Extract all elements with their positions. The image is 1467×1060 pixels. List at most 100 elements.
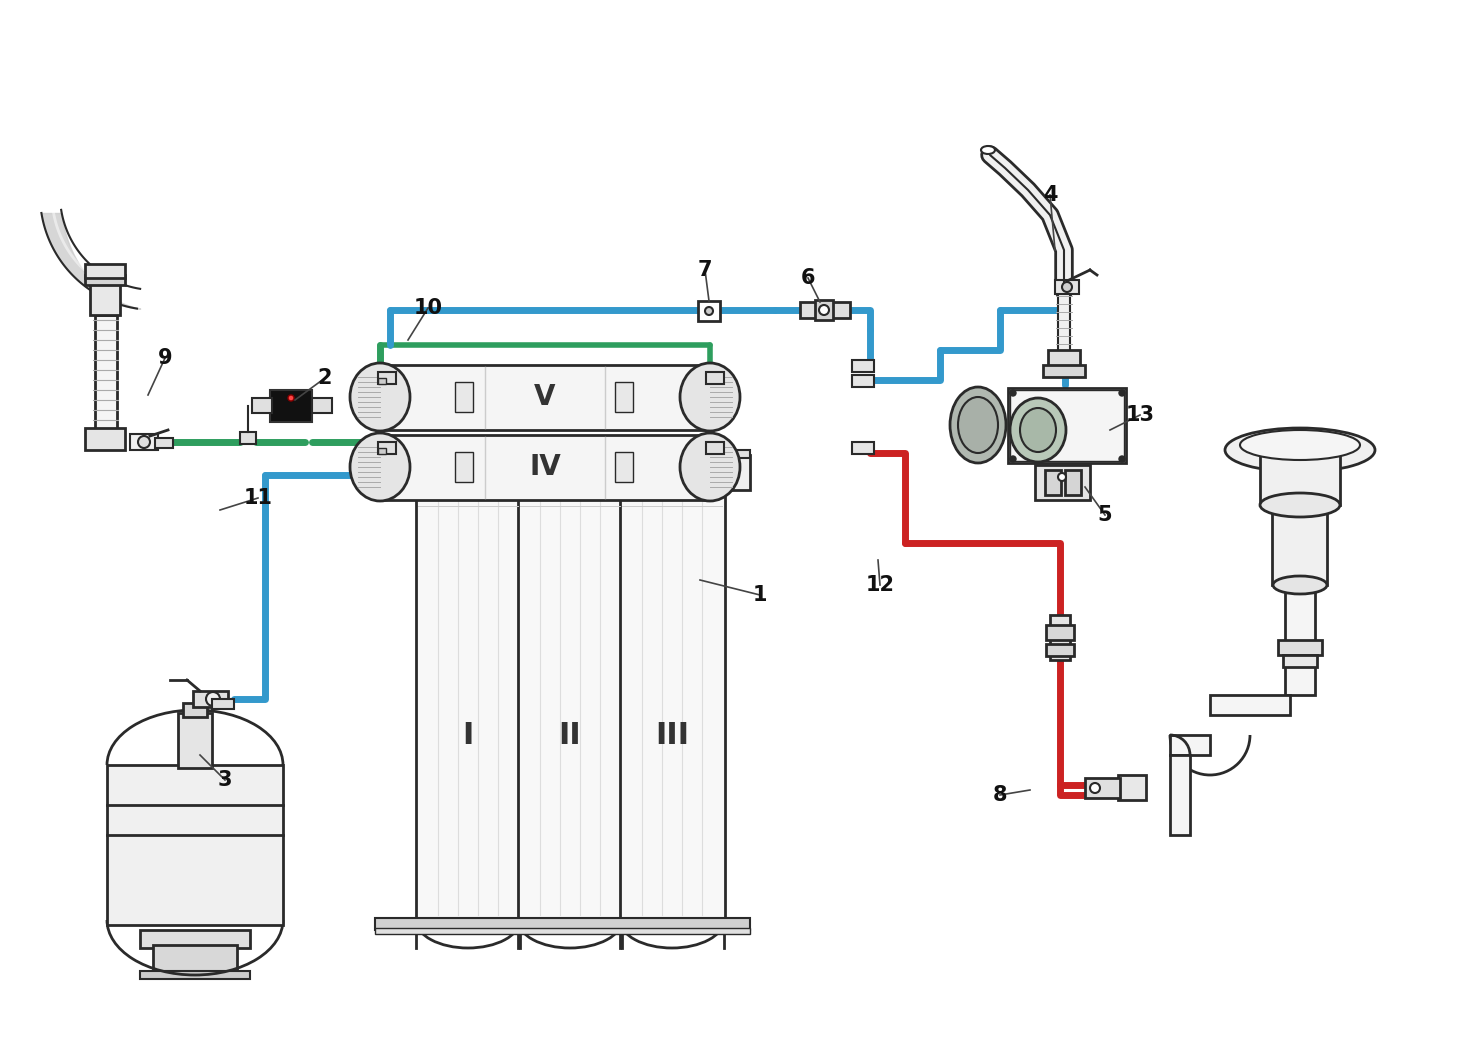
Ellipse shape — [958, 398, 998, 453]
Ellipse shape — [981, 146, 995, 154]
Text: 7: 7 — [698, 260, 713, 280]
Bar — [1285, 585, 1314, 695]
Text: V: V — [534, 383, 556, 411]
Bar — [1118, 775, 1146, 800]
Bar — [615, 382, 632, 412]
Bar — [1009, 390, 1124, 461]
Bar — [194, 691, 227, 707]
Text: 8: 8 — [993, 785, 1008, 805]
Bar — [1036, 465, 1090, 500]
Bar — [800, 302, 849, 318]
Bar — [1043, 365, 1086, 377]
Bar — [376, 918, 750, 930]
Ellipse shape — [351, 432, 409, 501]
Ellipse shape — [951, 387, 1006, 463]
Bar — [378, 442, 396, 454]
Bar — [852, 360, 874, 372]
Ellipse shape — [1225, 428, 1375, 472]
Text: 2: 2 — [318, 368, 332, 388]
Bar — [1284, 655, 1317, 667]
Bar — [412, 465, 525, 490]
Bar — [380, 365, 710, 430]
Circle shape — [1009, 456, 1017, 462]
Ellipse shape — [1240, 430, 1360, 460]
Bar — [511, 455, 629, 467]
Bar — [706, 372, 725, 384]
Bar — [1065, 470, 1081, 495]
Bar — [455, 452, 472, 482]
Bar — [270, 390, 312, 422]
Bar — [1278, 640, 1322, 655]
Bar — [241, 432, 257, 444]
Bar — [615, 452, 632, 482]
Bar — [213, 699, 235, 709]
Text: 12: 12 — [866, 575, 895, 595]
Text: III: III — [654, 721, 689, 749]
Circle shape — [205, 692, 220, 706]
Text: 11: 11 — [244, 488, 273, 508]
Text: 6: 6 — [801, 268, 816, 288]
Bar — [1047, 350, 1080, 368]
Bar — [852, 442, 874, 454]
Text: 13: 13 — [1125, 405, 1155, 425]
Ellipse shape — [351, 363, 409, 431]
Ellipse shape — [681, 432, 739, 501]
Bar — [131, 434, 158, 450]
Bar — [378, 378, 386, 384]
Bar — [1046, 644, 1074, 656]
Bar — [1058, 290, 1069, 355]
Text: I: I — [462, 721, 474, 749]
Bar — [1272, 505, 1328, 585]
Bar — [518, 490, 623, 920]
Text: IV: IV — [530, 453, 560, 481]
Bar — [621, 490, 725, 920]
Ellipse shape — [1020, 408, 1056, 452]
Bar — [89, 280, 120, 315]
Bar — [816, 300, 833, 320]
Bar — [1171, 735, 1210, 755]
Ellipse shape — [1009, 398, 1067, 462]
Text: 1: 1 — [753, 585, 767, 605]
Bar — [376, 450, 750, 458]
Bar — [252, 398, 271, 413]
Text: II: II — [559, 721, 581, 749]
Bar — [85, 428, 125, 450]
Bar — [409, 455, 528, 467]
Text: 3: 3 — [217, 770, 232, 790]
Circle shape — [1058, 473, 1067, 481]
Circle shape — [288, 395, 293, 401]
Bar — [852, 375, 874, 387]
Ellipse shape — [1260, 493, 1339, 517]
Bar — [139, 930, 249, 948]
Circle shape — [1009, 390, 1017, 396]
Bar — [178, 713, 213, 768]
Circle shape — [1062, 282, 1072, 292]
Circle shape — [1119, 390, 1125, 396]
Bar — [613, 455, 732, 467]
Bar — [380, 435, 710, 500]
Bar — [107, 765, 283, 925]
Bar — [85, 264, 125, 278]
Bar — [1171, 755, 1190, 835]
Text: 9: 9 — [157, 348, 172, 368]
Bar — [1046, 625, 1074, 640]
Bar — [95, 315, 117, 430]
Circle shape — [138, 436, 150, 448]
Bar — [1045, 470, 1061, 495]
Circle shape — [819, 305, 829, 315]
Bar — [378, 448, 386, 454]
Bar — [153, 946, 238, 973]
Bar — [1210, 695, 1289, 716]
Text: 4: 4 — [1043, 186, 1058, 205]
Bar — [1008, 388, 1127, 463]
Bar — [376, 928, 750, 934]
Bar — [312, 398, 332, 413]
Bar — [183, 703, 207, 717]
Bar — [85, 275, 125, 285]
Ellipse shape — [1273, 576, 1328, 594]
Circle shape — [706, 307, 713, 315]
Bar — [1260, 450, 1339, 505]
Bar — [1050, 615, 1069, 660]
Text: 10: 10 — [414, 298, 443, 318]
Bar — [698, 301, 720, 321]
